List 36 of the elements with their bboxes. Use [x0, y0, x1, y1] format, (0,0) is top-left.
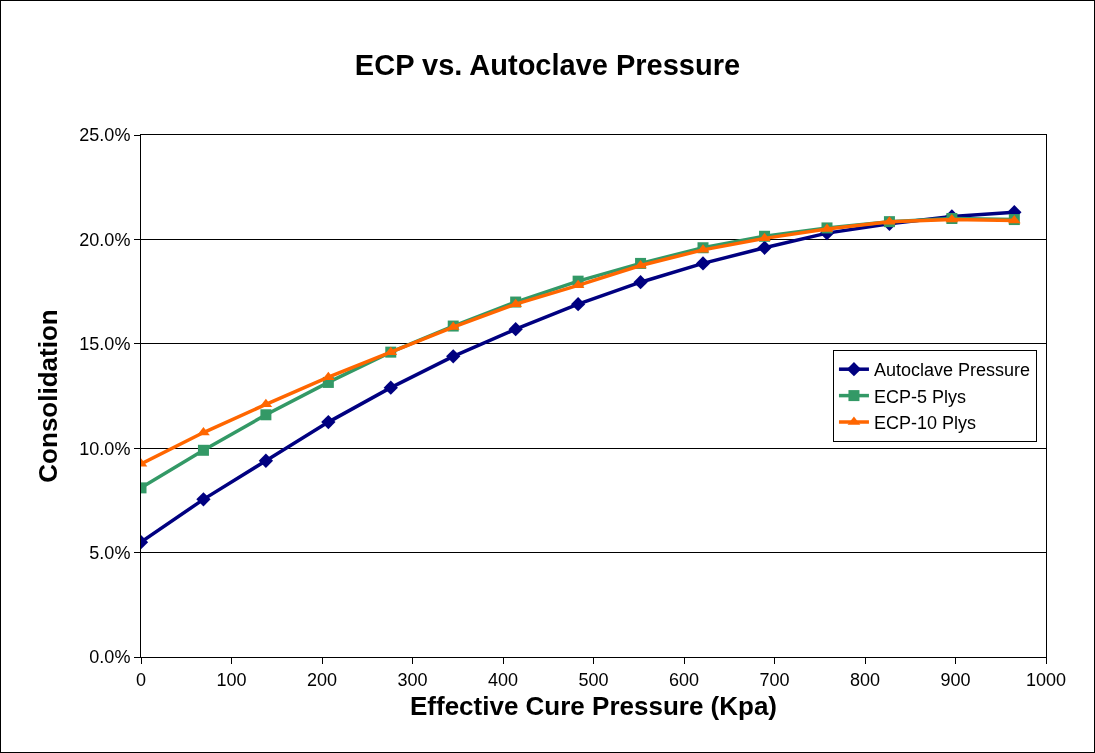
x-tick-label: 200	[306, 669, 338, 690]
y-axis-title: Consolidation	[32, 309, 63, 483]
x-tick-label: 700	[759, 669, 790, 690]
point	[321, 414, 336, 430]
x-tick-label: 400	[487, 669, 519, 690]
y-tick-label: 15.0%	[79, 334, 131, 355]
point	[259, 398, 273, 408]
x-tick-label: 300	[397, 669, 428, 690]
legend-label: ECP-5 Plys	[873, 386, 966, 407]
point	[508, 322, 523, 337]
x-tick-label: 1000	[1025, 669, 1067, 690]
point	[383, 380, 398, 395]
y-tick-label: 25.0%	[79, 125, 131, 146]
x-tick-label: 600	[668, 669, 700, 690]
legend-label: ECP-10 Plys	[873, 413, 976, 434]
x-tick-label: 0	[135, 669, 147, 690]
x-tick-label: 900	[940, 669, 971, 690]
point	[695, 256, 711, 271]
point	[196, 492, 211, 507]
point	[633, 275, 648, 290]
y-tick-label: 5.0%	[89, 542, 131, 563]
y-tick-label: 20.0%	[79, 229, 131, 250]
x-tick-label: 100	[216, 669, 247, 690]
x-tick-label: 800	[849, 669, 881, 690]
x-axis-title: Effective Cure Pressure (Kpa)	[409, 691, 778, 722]
point	[197, 444, 209, 456]
point	[260, 409, 272, 421]
point	[258, 453, 274, 468]
chart-title: ECP vs. Autoclave Pressure	[354, 48, 741, 81]
point	[446, 349, 461, 364]
y-tick-label: 10.0%	[79, 438, 131, 459]
point	[570, 296, 586, 312]
x-tick-label: 500	[578, 669, 609, 690]
y-tick-label: 0.0%	[89, 647, 131, 668]
point	[757, 240, 772, 255]
legend-label: Autoclave Pressure	[873, 360, 1031, 381]
